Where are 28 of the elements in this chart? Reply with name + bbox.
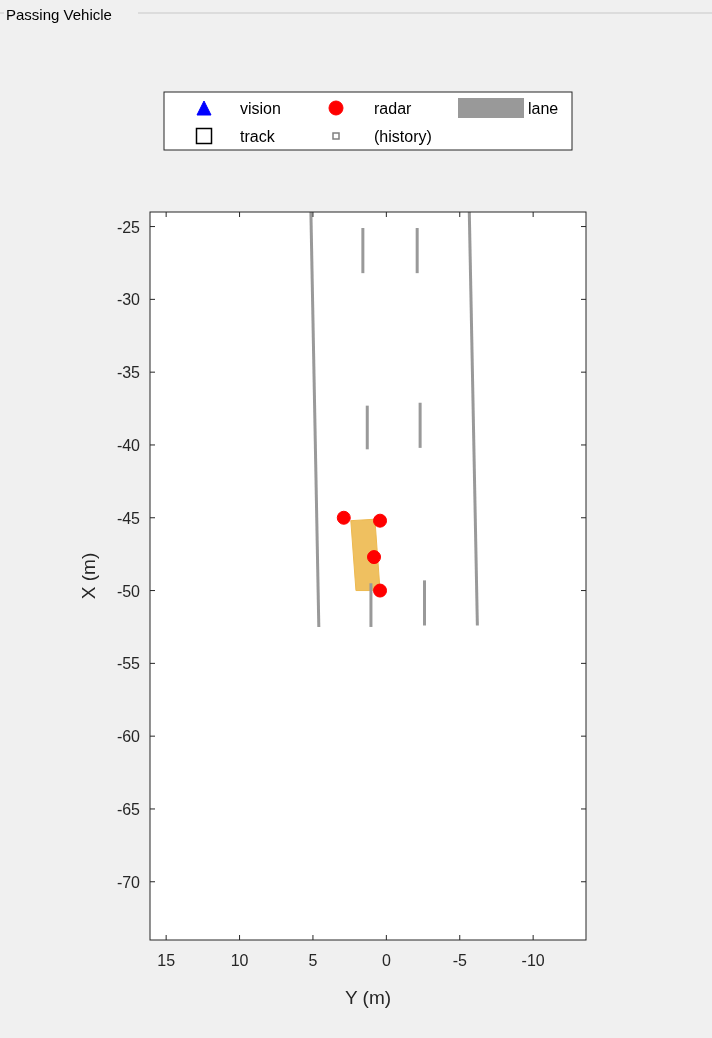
y-tick-label: -65 [116,800,141,818]
point [336,510,351,525]
legend-label: lane [528,100,559,117]
legend-label: track [240,128,276,145]
y-tick-label: -35 [116,364,141,382]
y-tick-label: -30 [116,291,141,309]
point [373,513,388,528]
y-tick-label: -55 [116,655,141,673]
chart-title: Passing Vehicle [6,6,112,23]
point [367,550,382,565]
point [373,583,388,598]
y-tick-label: -25 [116,218,141,236]
x-tick-label: 5 [308,952,318,969]
x-tick-label: -10 [521,952,545,969]
x-tick-label: 10 [230,952,249,969]
legend-label: (history) [374,128,432,145]
y-tick-label: -70 [116,873,141,891]
y-tick-label: -45 [116,509,141,527]
y-tick-label: -50 [116,582,141,600]
x-tick-label: -5 [452,952,467,969]
legend-label: radar [374,100,413,117]
y-tick-label: -60 [116,728,141,746]
x-tick-label: 15 [157,952,176,969]
y-axis-title: X (m) [78,552,99,600]
y-tick-label: -40 [116,436,141,454]
x-tick-label: 0 [381,952,391,969]
legend-label: vision [240,100,281,117]
x-axis-title: Y (m) [344,987,392,1008]
